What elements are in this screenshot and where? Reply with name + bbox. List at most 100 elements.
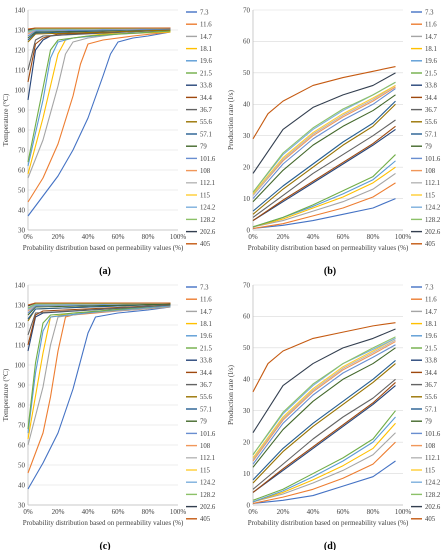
legend-label: 115: [200, 192, 211, 199]
x-tick-label: 80%: [142, 508, 155, 516]
legend-label: 55.6: [425, 394, 437, 401]
x-tick-label: 80%: [367, 233, 380, 241]
legend-label: 405: [200, 241, 211, 248]
legend-label: 21.5: [425, 70, 437, 77]
series-line-36-7: [252, 119, 396, 218]
legend-label: 33.8: [425, 83, 437, 90]
legend-label: 128.2: [425, 217, 441, 224]
series-line-11-6: [252, 182, 396, 229]
x-axis-title: Probability distribution based on permea…: [248, 519, 409, 527]
legend-label: 19.6: [425, 333, 437, 340]
series-line-11-6: [252, 441, 396, 504]
y-tick-label: 60: [243, 313, 251, 321]
legend-label: 14.7: [200, 34, 212, 41]
y-tick-label: 10: [243, 195, 251, 203]
series-line-21-5: [252, 410, 396, 501]
legend: 7.3 11.6 14.7 18.1 19.6 21.5 33.8 34.4 36.7 55.6 5…: [411, 9, 441, 248]
legend-label: 36.7: [200, 382, 212, 389]
legend-label: 21.5: [200, 70, 212, 77]
y-tick-label: 0: [247, 501, 251, 509]
legend-label: 34.4: [200, 95, 212, 102]
panel-caption: (a): [99, 266, 111, 277]
y-tick-label: 50: [18, 461, 26, 469]
x-tick-label: 0%: [248, 508, 258, 516]
legend-label: 128.2: [200, 217, 216, 224]
series-line-202-6: [252, 72, 396, 174]
y-tick-label: 90: [18, 106, 26, 114]
y-tick-label: 50: [243, 344, 251, 352]
chart-panel-b: 0 10 20 30 40 50 60 70 0% 20% 40% 60% 80% 100% Probabi…: [226, 6, 441, 277]
series-line-112-1: [252, 339, 396, 460]
y-tick-label: 110: [15, 341, 26, 349]
series-line-405: [27, 27, 171, 30]
panel-caption: (b): [324, 266, 336, 277]
legend-label: 7.3: [200, 284, 209, 291]
panel-caption: (c): [99, 541, 110, 550]
legend-label: 11.6: [425, 297, 437, 304]
y-tick-label: 70: [243, 281, 251, 289]
y-axis-title: Temperature (°C): [1, 368, 10, 421]
legend-label: 57.1: [425, 406, 437, 413]
y-tick-label: 0: [247, 226, 251, 234]
legend-label: 79: [425, 419, 432, 426]
chart-panel-c: 30 40 50 60 70 80 90 100 110 120 130 140 0% 20% 40% 60%…: [1, 281, 216, 552]
legend-label: 108: [200, 168, 211, 175]
y-tick-label: 40: [243, 101, 251, 109]
y-tick-label: 60: [18, 166, 26, 174]
legend-label: 124.2: [425, 205, 441, 212]
legend-label: 14.7: [425, 309, 437, 316]
series-line-36-7: [27, 29, 171, 71]
legend-label: 34.4: [425, 370, 437, 377]
legend-label: 7.3: [425, 284, 434, 291]
series-line-57-1: [252, 360, 396, 481]
series-line-7-3: [252, 460, 396, 504]
legend-label: 57.1: [425, 131, 437, 138]
series-line-18-1: [252, 166, 396, 228]
legend-label: 79: [200, 144, 207, 151]
y-tick-label: 40: [18, 206, 26, 214]
y-tick-label: 30: [18, 226, 26, 234]
series-line-101-6: [252, 344, 396, 465]
y-tick-label: 30: [243, 132, 251, 140]
y-tick-label: 100: [15, 86, 26, 94]
chart-panel-a: 30 40 50 60 70 80 90 100 110 120 130 140 0% 20% 40% 60%…: [1, 6, 216, 277]
legend-label: 124.2: [200, 480, 216, 487]
legend-label: 202.6: [200, 504, 216, 511]
x-tick-label: 20%: [52, 508, 65, 516]
legend-label: 57.1: [200, 131, 212, 138]
x-tick-label: 0%: [23, 233, 33, 241]
series-line-101-6: [27, 28, 171, 37]
legend: 7.3 11.6 14.7 18.1 19.6 21.5 33.8 34.4 36.7 55.6 5…: [186, 9, 216, 248]
legend-label: 34.4: [200, 370, 212, 377]
legend-label: 108: [425, 443, 436, 450]
y-tick-label: 40: [243, 376, 251, 384]
y-tick-label: 60: [18, 441, 26, 449]
y-tick-label: 110: [15, 66, 26, 74]
legend-label: 21.5: [200, 345, 212, 352]
y-tick-label: 40: [18, 481, 26, 489]
y-axis-title: Production rate (l/s): [226, 365, 235, 425]
series-line-79: [252, 94, 396, 203]
series-line-7-3: [252, 198, 396, 229]
legend-label: 55.6: [200, 119, 212, 126]
series-line-405: [252, 66, 396, 140]
x-tick-label: 80%: [142, 233, 155, 241]
series-line-11-6: [27, 306, 171, 474]
y-tick-label: 140: [15, 281, 26, 289]
series-line-33-8: [252, 385, 396, 493]
legend-label: 19.6: [200, 58, 212, 65]
series-line-79: [27, 303, 171, 316]
series-line-108: [252, 341, 396, 462]
x-tick-label: 20%: [277, 233, 290, 241]
series-line-57-1: [27, 303, 171, 320]
legend-label: 55.6: [425, 119, 437, 126]
legend-label: 11.6: [200, 297, 212, 304]
series-line-202-6: [252, 328, 396, 434]
x-axis-title: Probability distribution based on permea…: [248, 244, 409, 252]
legend-label: 101.6: [425, 431, 441, 438]
legend-label: 108: [425, 168, 436, 175]
series-line-21-5: [27, 30, 171, 163]
legend-label: 101.6: [200, 156, 216, 163]
y-axis-title: Production rate (l/s): [226, 90, 235, 150]
series-line-55-6: [252, 103, 396, 215]
